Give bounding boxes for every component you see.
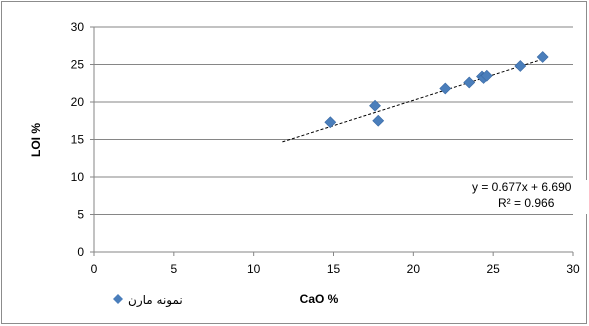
x-tick-label: 0 [91,262,98,276]
y-tick-label: 25 [71,58,85,72]
data-point [536,51,549,63]
data-point [480,69,493,82]
y-tick-label: 0 [77,245,84,259]
y-tick-label: 5 [77,208,84,222]
data-point [372,114,385,127]
x-tick-labels: 0 5 10 15 20 25 30 [91,262,580,276]
x-tick-label: 20 [407,262,421,276]
x-tick-label: 25 [486,262,500,276]
trendline [282,57,547,143]
trendline-equation: y = 0.677x + 6.690 [472,180,572,194]
trendline-r-squared: R² = 0.966 [498,196,555,210]
x-tick-label: 30 [566,262,580,276]
data-point [369,99,381,112]
y-tick-label: 30 [71,20,85,34]
data-point [324,116,337,129]
legend-marker [113,294,123,304]
y-axis-title: LOI % [29,123,43,157]
x-tick-label: 10 [247,262,261,276]
legend-entry: نمونه مارن [128,293,183,308]
legend: نمونه مارن [113,293,183,308]
x-tick-label: 5 [170,262,177,276]
data-point [439,82,452,95]
y-tick-label: 10 [71,170,85,184]
gridlines [94,26,573,215]
data-points [324,51,549,129]
equation-background [472,180,589,214]
y-tick-label: 15 [71,133,85,147]
trendline-group [282,57,547,143]
data-point [514,60,527,72]
x-axis-title: CaO % [300,292,339,306]
data-point [463,76,476,89]
axes [90,26,574,256]
y-tick-label: 20 [71,95,85,109]
y-tick-labels: 0 5 10 15 20 25 30 [71,20,85,259]
x-tick-label: 15 [327,262,341,276]
